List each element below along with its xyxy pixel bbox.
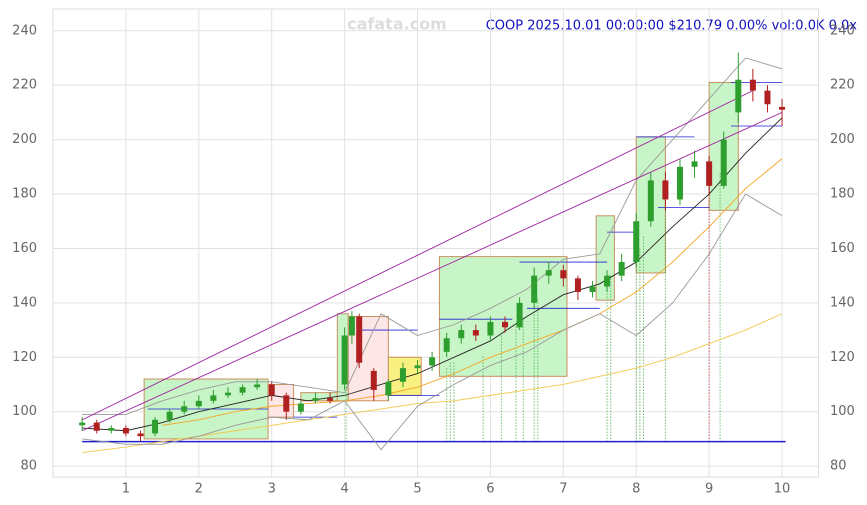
candle-body: [356, 316, 363, 363]
y-tick-label-right: 80: [830, 459, 847, 474]
x-tick-label: 10: [774, 482, 791, 497]
x-tick-label: 4: [340, 482, 348, 497]
candle-body: [560, 270, 567, 279]
y-tick-label: 160: [12, 241, 37, 256]
candle-body: [676, 166, 683, 200]
candle-body: [327, 398, 334, 401]
candle-body: [458, 330, 465, 339]
candle-body: [166, 411, 173, 420]
candle-body: [472, 330, 479, 336]
candle-body: [764, 90, 771, 105]
candle-body: [545, 270, 552, 276]
y-tick-label-right: 160: [830, 241, 855, 256]
x-tick-label: 8: [632, 482, 640, 497]
candle-body: [414, 365, 421, 369]
candle-body: [312, 398, 319, 401]
candle-body: [429, 357, 436, 366]
candle-body: [589, 286, 596, 292]
candle-body: [254, 384, 261, 388]
candle-body: [706, 161, 713, 186]
y-tick-label: 80: [20, 459, 37, 474]
y-tick-label-right: 180: [830, 187, 855, 202]
y-tick-label: 180: [12, 187, 37, 202]
x-tick-label: 2: [195, 482, 203, 497]
y-tick-label: 100: [12, 404, 37, 419]
candle-body: [516, 302, 523, 328]
candle-body: [268, 384, 275, 396]
indicator-line: [162, 158, 783, 426]
indicator-line: [82, 57, 783, 415]
candle-body: [348, 316, 355, 336]
x-tick-label: 6: [486, 482, 494, 497]
x-tick-label: 9: [705, 482, 713, 497]
candle-body: [122, 428, 129, 434]
candle-body: [502, 321, 509, 328]
indicator-line: [81, 90, 754, 421]
zone-box: [347, 315, 389, 402]
candle-body: [108, 428, 115, 431]
candle-body: [749, 79, 756, 91]
y-tick-label-right: 240: [830, 23, 855, 38]
y-tick-label-right: 100: [830, 404, 855, 419]
y-tick-label-right: 120: [830, 350, 855, 365]
candle-body: [137, 433, 144, 437]
candle-body: [487, 321, 494, 336]
x-tick-label: 7: [559, 482, 567, 497]
candle-body: [720, 139, 727, 186]
watermark: cafata.com: [347, 15, 447, 34]
y-tick-label-right: 200: [830, 132, 855, 147]
indicator-line: [82, 117, 783, 432]
zone-box: [595, 215, 615, 301]
candle-body: [647, 180, 654, 222]
y-tick-label: 240: [12, 23, 37, 38]
y-tick-label: 140: [12, 295, 37, 310]
candle-body: [224, 392, 231, 396]
candle-body: [195, 400, 202, 407]
candle-body: [574, 278, 581, 292]
candle-body: [239, 387, 246, 393]
candle-body: [662, 180, 669, 200]
y-tick-label: 200: [12, 132, 37, 147]
plot-frame: [52, 8, 819, 478]
candle-body: [399, 368, 406, 382]
candle-body: [691, 161, 698, 167]
candle-body: [385, 381, 392, 396]
candle-body: [443, 338, 450, 352]
candle-body: [93, 422, 100, 431]
candle-body: [370, 370, 377, 390]
candle-body: [181, 406, 188, 412]
x-tick-label: 1: [122, 482, 130, 497]
y-tick-label: 220: [12, 78, 37, 93]
chart-title: COOP 2025.10.01 00:00:00 $210.79 0.00% v…: [486, 19, 858, 34]
zone-box: [438, 256, 568, 377]
candle-body: [604, 275, 611, 287]
candle-body: [633, 221, 640, 263]
candle-body: [779, 106, 786, 110]
x-tick-label: 3: [268, 482, 276, 497]
candle-body: [283, 395, 290, 412]
candle-body: [152, 419, 159, 434]
candle-body: [735, 79, 742, 113]
indicator-line: [81, 111, 783, 432]
candle-body: [531, 275, 538, 303]
candle-body: [618, 262, 625, 276]
candle-body: [341, 335, 348, 385]
indicator-line: [82, 313, 783, 453]
candle-body: [297, 403, 304, 412]
candle-body: [210, 395, 217, 401]
y-tick-label: 120: [12, 350, 37, 365]
candle-body: [79, 422, 86, 426]
x-tick-label: 5: [413, 482, 421, 497]
y-tick-label-right: 220: [830, 78, 855, 93]
y-tick-label-right: 140: [830, 295, 855, 310]
indicator-line: [82, 193, 783, 451]
